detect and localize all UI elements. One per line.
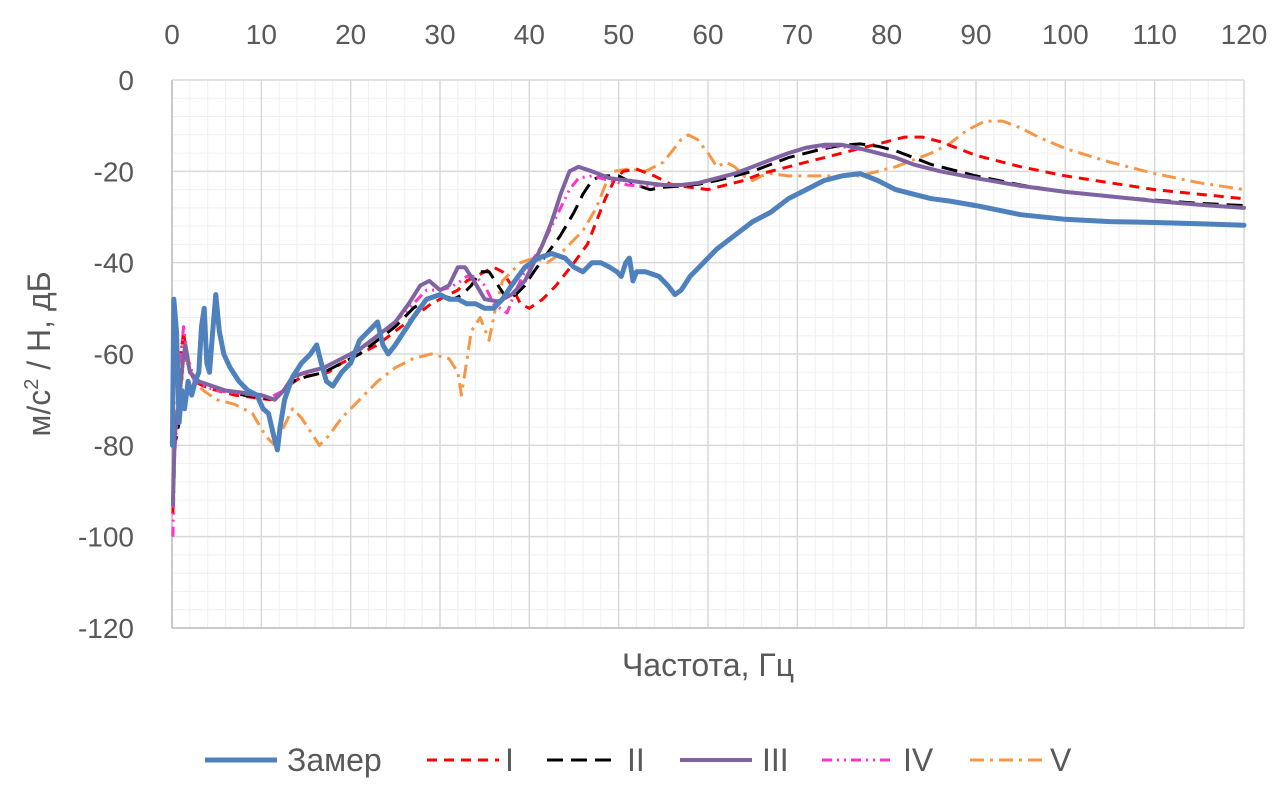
legend-label: V (1050, 742, 1072, 778)
y-axis-title-rest: / Н, дБ (21, 271, 57, 378)
y-tick-label: -100 (78, 522, 134, 553)
legend-label: IV (903, 742, 934, 778)
legend-item: IV (822, 742, 934, 778)
x-tick-label: 90 (960, 19, 991, 50)
legend-label: Замер (287, 742, 382, 778)
y-axis-title-main: м/с (21, 390, 57, 437)
legend-item: V (970, 742, 1072, 778)
legend-item: I (427, 742, 514, 778)
x-tick-label: 20 (335, 19, 366, 50)
legend-item: Замер (205, 742, 382, 778)
x-axis-tick-labels: 0 10 20 30 40 50 60 70 80 90 100 110 120 (164, 19, 1267, 50)
x-tick-label: 0 (164, 19, 180, 50)
legend-label: II (627, 742, 645, 778)
series-line-1 (169, 171, 1247, 453)
y-tick-label: 0 (118, 65, 134, 96)
x-tick-label: 30 (424, 19, 455, 50)
y-axis-tick-labels: 0 -20 -40 -60 -80 -100 -120 (78, 65, 134, 644)
legend-item: II (547, 742, 645, 778)
x-tick-label: 110 (1132, 19, 1177, 50)
y-tick-label: -60 (94, 339, 134, 370)
x-tick-label: 70 (782, 19, 813, 50)
y-tick-label: -80 (94, 430, 134, 461)
y-axis-title-superscript: 2 (21, 379, 43, 390)
x-tick-label: 50 (603, 19, 634, 50)
x-tick-label: 10 (246, 19, 277, 50)
y-tick-label: -40 (94, 248, 134, 279)
x-axis-title: Частота, Гц (622, 647, 794, 683)
legend-item: III (680, 742, 789, 778)
series-line-6 (171, 119, 1245, 482)
x-tick-label: 120 (1221, 19, 1268, 50)
series-lines (169, 119, 1247, 537)
x-tick-label: 40 (514, 19, 545, 50)
legend-label: I (505, 742, 514, 778)
y-tick-label: -20 (94, 156, 134, 187)
y-tick-label: -120 (78, 613, 134, 644)
legend-label: III (762, 742, 789, 778)
x-tick-label: 60 (692, 19, 723, 50)
x-tick-label: 80 (871, 19, 902, 50)
legend: Замер I II III IV V (205, 742, 1072, 778)
y-axis-title: м/с2 / Н, дБ (21, 271, 57, 436)
x-tick-label: 100 (1042, 19, 1089, 50)
